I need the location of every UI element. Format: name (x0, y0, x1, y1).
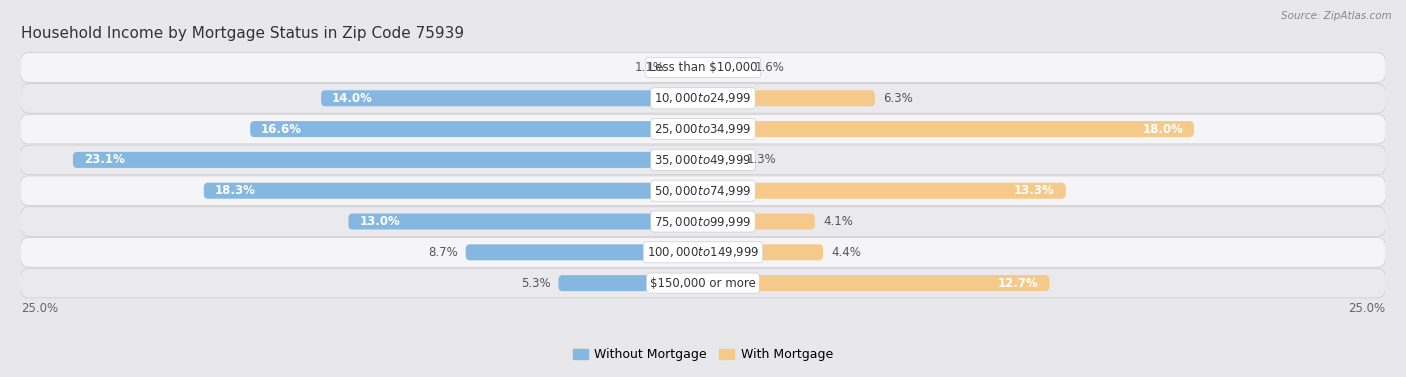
Text: 13.3%: 13.3% (1014, 184, 1054, 197)
Text: 5.3%: 5.3% (520, 277, 550, 290)
FancyBboxPatch shape (558, 275, 703, 291)
FancyBboxPatch shape (21, 114, 1385, 144)
Text: 25.0%: 25.0% (1348, 302, 1385, 315)
FancyBboxPatch shape (321, 90, 703, 106)
FancyBboxPatch shape (21, 268, 1385, 298)
Text: 18.0%: 18.0% (1142, 123, 1182, 136)
Text: 1.6%: 1.6% (755, 61, 785, 74)
FancyBboxPatch shape (703, 90, 875, 106)
FancyBboxPatch shape (703, 60, 747, 75)
FancyBboxPatch shape (21, 207, 1385, 236)
Text: 23.1%: 23.1% (84, 153, 125, 166)
Text: Less than $10,000: Less than $10,000 (648, 61, 758, 74)
FancyBboxPatch shape (73, 152, 703, 168)
Text: 16.6%: 16.6% (262, 123, 302, 136)
Text: 14.0%: 14.0% (332, 92, 373, 105)
FancyBboxPatch shape (703, 121, 1194, 137)
FancyBboxPatch shape (21, 176, 1385, 205)
Text: $25,000 to $34,999: $25,000 to $34,999 (654, 122, 752, 136)
Text: $150,000 or more: $150,000 or more (650, 277, 756, 290)
Legend: Without Mortgage, With Mortgage: Without Mortgage, With Mortgage (568, 343, 838, 366)
Text: 1.1%: 1.1% (636, 61, 665, 74)
FancyBboxPatch shape (703, 152, 738, 168)
Text: 13.0%: 13.0% (360, 215, 401, 228)
FancyBboxPatch shape (349, 213, 703, 230)
FancyBboxPatch shape (21, 238, 1385, 267)
FancyBboxPatch shape (250, 121, 703, 137)
Text: 8.7%: 8.7% (427, 246, 457, 259)
Text: Household Income by Mortgage Status in Zip Code 75939: Household Income by Mortgage Status in Z… (21, 26, 464, 41)
Text: 18.3%: 18.3% (215, 184, 256, 197)
FancyBboxPatch shape (204, 183, 703, 199)
Text: 1.3%: 1.3% (747, 153, 776, 166)
FancyBboxPatch shape (465, 244, 703, 261)
Text: 12.7%: 12.7% (998, 277, 1039, 290)
FancyBboxPatch shape (703, 213, 815, 230)
FancyBboxPatch shape (703, 275, 1049, 291)
Text: $10,000 to $24,999: $10,000 to $24,999 (654, 91, 752, 105)
FancyBboxPatch shape (703, 183, 1066, 199)
FancyBboxPatch shape (21, 53, 1385, 82)
Text: 25.0%: 25.0% (21, 302, 58, 315)
FancyBboxPatch shape (21, 84, 1385, 113)
Text: $100,000 to $149,999: $100,000 to $149,999 (647, 245, 759, 259)
Text: $75,000 to $99,999: $75,000 to $99,999 (654, 215, 752, 228)
Text: $50,000 to $74,999: $50,000 to $74,999 (654, 184, 752, 198)
Text: $35,000 to $49,999: $35,000 to $49,999 (654, 153, 752, 167)
Text: 6.3%: 6.3% (883, 92, 912, 105)
Text: 4.1%: 4.1% (823, 215, 853, 228)
Text: Source: ZipAtlas.com: Source: ZipAtlas.com (1281, 11, 1392, 21)
FancyBboxPatch shape (673, 60, 703, 75)
Text: 4.4%: 4.4% (831, 246, 860, 259)
FancyBboxPatch shape (703, 244, 823, 261)
FancyBboxPatch shape (21, 145, 1385, 175)
